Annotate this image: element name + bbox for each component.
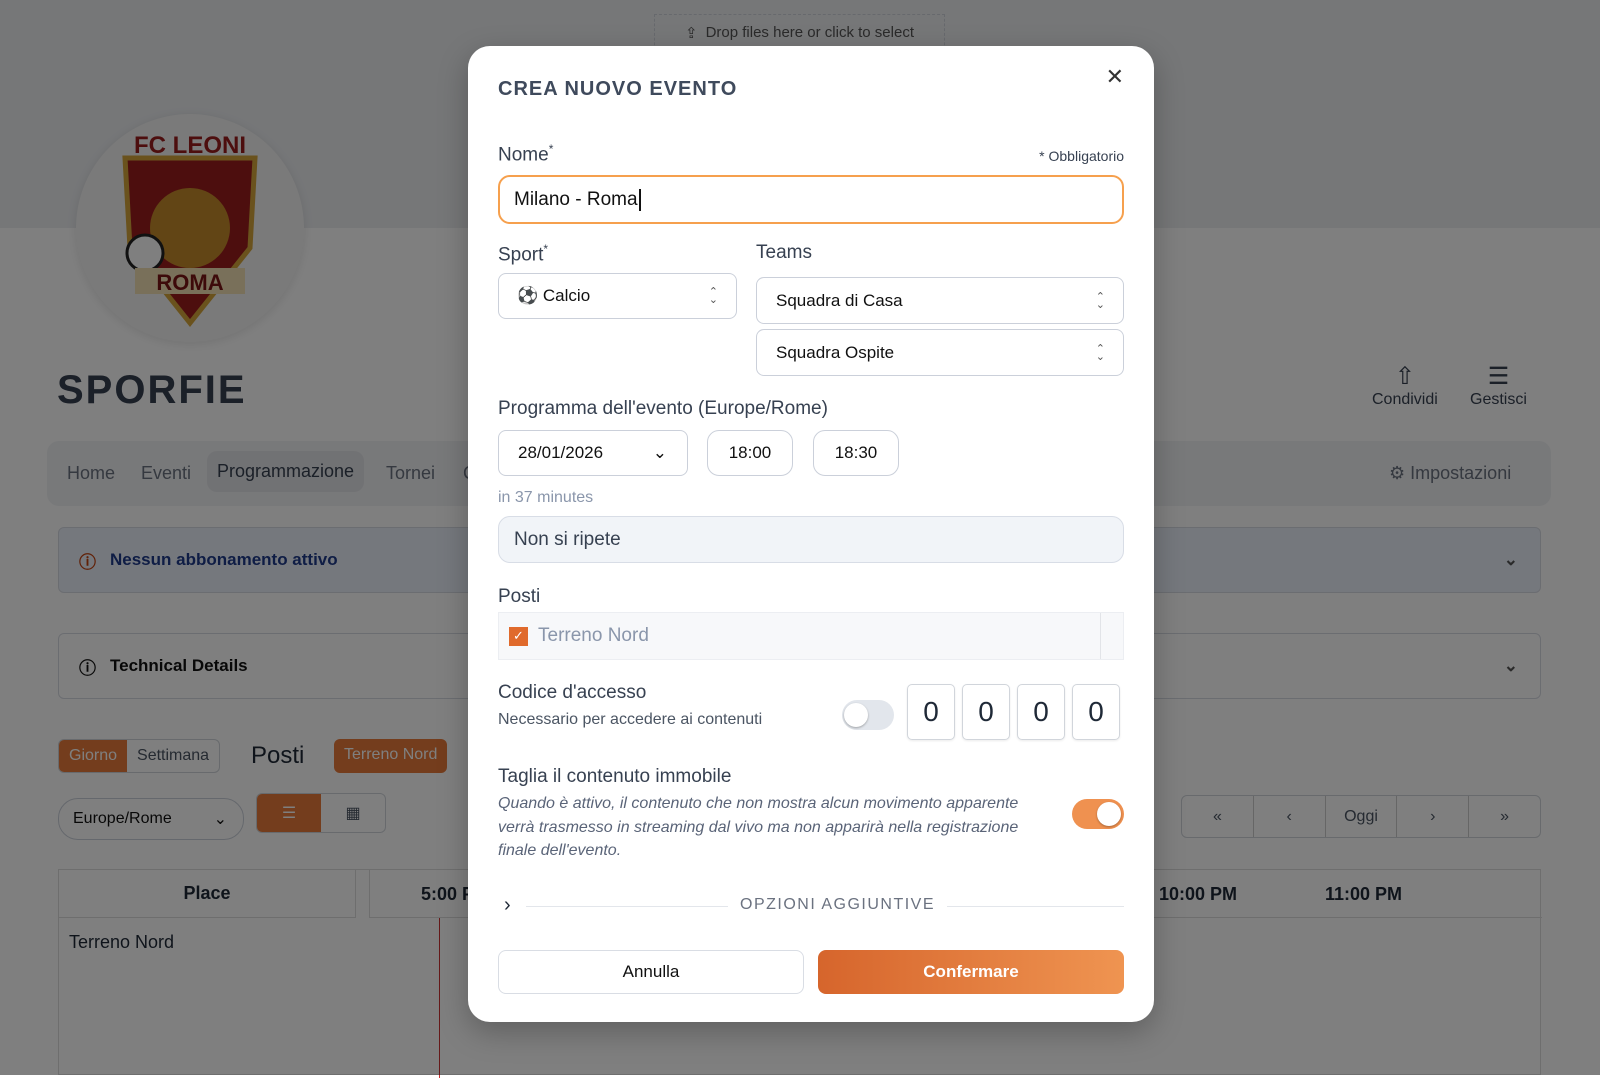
confirm-button[interactable]: Confermare [818,950,1124,994]
required-note: * Obbligatorio [1039,148,1124,164]
sport-select[interactable]: ⚽ Calcio ⌃ ⌄ [498,273,737,319]
close-icon[interactable]: ✕ [1105,64,1124,89]
access-code-desc: Necessario per accedere ai contenuti [498,711,763,728]
code-digit[interactable]: 0 [907,684,955,740]
updown-icon: ⌃ ⌄ [1095,290,1105,311]
schedule-label: Programma dell'evento (Europe/Rome) [498,398,828,419]
access-code-toggle[interactable] [842,700,894,730]
code-digit[interactable]: 0 [1072,684,1120,740]
chevron-down-icon: ⌄ [652,443,667,462]
places-label: Posti [498,586,541,607]
place-checkbox[interactable]: ✓ [509,626,528,646]
access-code-digits: 0 0 0 0 [907,684,1120,740]
code-digit[interactable]: 0 [962,684,1010,740]
soccer-ball-icon: ⚽ [517,286,539,305]
trim-label: Taglia il contenuto immobile [498,766,732,787]
name-label: Nome* [498,142,554,166]
trim-desc: Quando è attivo, il contenuto che non mo… [498,795,1019,859]
updown-icon: ⌃ ⌄ [1095,342,1105,363]
access-code-label: Codice d'accesso [498,682,647,703]
home-team-select[interactable]: Squadra di Casa ⌃ ⌄ [756,277,1124,324]
chevron-right-icon[interactable]: › [504,894,511,916]
relative-time: in 37 minutes [498,489,594,506]
sport-label: Sport* [498,242,549,266]
away-team-select[interactable]: Squadra Ospite ⌃ ⌄ [756,329,1124,376]
trim-toggle[interactable] [1072,799,1124,829]
teams-label: Teams [756,242,812,263]
name-input[interactable]: Milano - Roma [498,175,1124,224]
end-time-input[interactable]: 18:30 [813,430,899,476]
start-time-input[interactable]: 18:00 [707,430,793,476]
place-option[interactable]: Terreno Nord [538,625,649,646]
list-scrollbar[interactable] [1100,613,1101,659]
modal-title: CREA NUOVO EVENTO [498,78,738,100]
create-event-modal: CREA NUOVO EVENTO ✕ Nome* * Obbligatorio… [468,46,1154,1022]
code-digit[interactable]: 0 [1017,684,1065,740]
cancel-button[interactable]: Annulla [498,950,804,994]
places-list: ✓ Terreno Nord [498,612,1124,660]
date-picker[interactable]: 28/01/2026 ⌄ [498,430,688,476]
repeat-select[interactable]: Non si ripete [498,516,1124,563]
more-options-toggle[interactable]: OPZIONI AGGIUNTIVE [728,896,948,914]
updown-icon: ⌃ ⌄ [708,286,718,306]
